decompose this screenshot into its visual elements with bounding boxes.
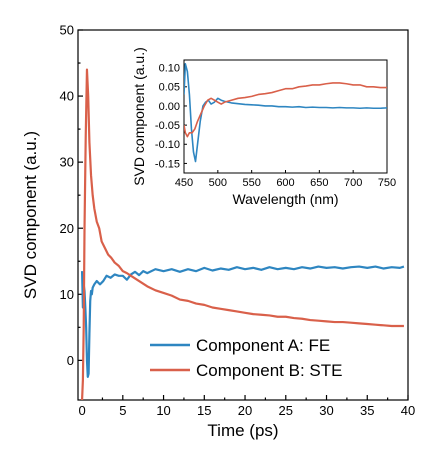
inset-ytick-label: 0.00 [159,101,180,113]
main-frame [77,29,409,401]
main-xtick-label: 40 [401,403,415,418]
inset-ylabel: SVD component (a.u.) [131,47,147,186]
legend-label-a: Component A: FE [196,336,330,355]
main-ytick-label: 40 [60,89,74,104]
main-xtick-label: 0 [78,403,85,418]
main-xlabel: Time (ps) [207,421,278,440]
main-xtick-label: 30 [319,403,333,418]
main-xtick-label: 10 [156,403,170,418]
main-ytick-label: 0 [67,353,74,368]
inset-xtick-label: 750 [378,177,396,189]
inset-xtick-label: 550 [242,177,260,189]
main-ytick-label: 20 [60,221,74,236]
main-series-b-line [80,68,404,400]
inset-series-a-line [184,63,387,163]
inset-xtick-label: 600 [276,177,294,189]
main-xtick-label: 35 [360,403,374,418]
inset-frame [183,59,388,174]
main-xtick-label: 20 [238,403,252,418]
legend: Component A: FE Component B: STE [150,336,342,380]
inset-ytick-label: -0.05 [155,120,180,132]
inset-xtick-label: 650 [310,177,328,189]
main-xtick-label: 25 [279,403,293,418]
inset-ytick-label: -0.15 [155,158,180,170]
inset-series-b-line [184,82,387,138]
main-xtick-label: 5 [119,403,126,418]
legend-label-b: Component B: STE [196,361,342,380]
main-series-a-line [80,265,405,378]
inset-xtick-label: 500 [209,177,227,189]
main-plot: 0 5 10 15 20 25 30 35 40 0 10 20 30 40 50 Time (ps) SVD … [21,23,415,440]
main-xtick-label: 15 [197,403,211,418]
main-ytick-label: 50 [60,23,74,38]
inset-ytick-label: -0.10 [155,139,180,151]
main-ytick-label: 30 [60,155,74,170]
main-ylabel: SVD component (a.u.) [21,131,40,299]
inset-ytick-label: 0.05 [159,82,180,94]
inset-plot: 450 500 550 600 650 700 750 0.10 0.05 0.00 -0.05 -0… [131,47,396,207]
inset-xtick-label: 450 [175,177,193,189]
inset-xtick-label: 700 [344,177,362,189]
inset-ytick-label: 0.10 [159,63,180,75]
inset-xlabel: Wavelength (nm) [232,191,338,207]
main-ytick-label: 10 [60,287,74,302]
